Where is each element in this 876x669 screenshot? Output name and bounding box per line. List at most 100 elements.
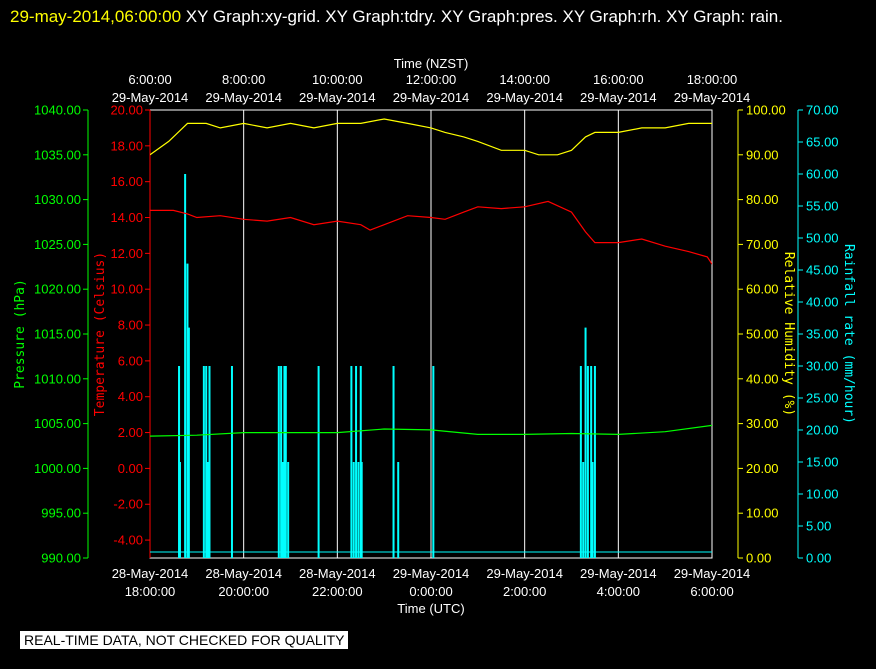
temperature-tick-label: 18.00 bbox=[110, 138, 143, 153]
humidity-tick-label: 40.00 bbox=[746, 371, 779, 386]
rain-tick-label: 65.00 bbox=[806, 135, 839, 150]
rain-bar bbox=[360, 462, 363, 558]
rain-bar bbox=[277, 366, 280, 558]
rain-bar bbox=[432, 366, 435, 558]
humidity-axis-title: Relative Humidity (%) bbox=[781, 252, 796, 416]
rain-bar bbox=[284, 366, 287, 558]
humidity-tick-label: 20.00 bbox=[746, 461, 779, 476]
top-tick-date: 29-May-2014 bbox=[486, 90, 563, 105]
humidity-tick-label: 50.00 bbox=[746, 327, 779, 342]
quality-notice: REAL-TIME DATA, NOT CHECKED FOR QUALITY bbox=[20, 631, 349, 649]
bottom-tick-time: 22:00:00 bbox=[312, 584, 363, 599]
rain-tick-label: 25.00 bbox=[806, 391, 839, 406]
pressure-tick-label: 990.00 bbox=[41, 551, 81, 566]
bottom-tick-time: 20:00:00 bbox=[218, 584, 269, 599]
rain-tick-label: 15.00 bbox=[806, 455, 839, 470]
top-tick-date: 29-May-2014 bbox=[580, 90, 657, 105]
bottom-tick-time: 0:00:00 bbox=[409, 584, 452, 599]
rain-tick-label: 45.00 bbox=[806, 263, 839, 278]
rain-bar bbox=[584, 327, 587, 558]
pressure-tick-label: 995.00 bbox=[41, 506, 81, 521]
pressure-tick-label: 1000.00 bbox=[34, 461, 81, 476]
humidity-tick-label: 30.00 bbox=[746, 416, 779, 431]
humidity-tick-label: 60.00 bbox=[746, 282, 779, 297]
humidity-tick-label: 0.00 bbox=[746, 551, 771, 566]
top-tick-time: 14:00:00 bbox=[499, 72, 550, 87]
rain-tick-label: 50.00 bbox=[806, 231, 839, 246]
top-tick-date: 29-May-2014 bbox=[393, 90, 470, 105]
humidity-tick-label: 90.00 bbox=[746, 147, 779, 162]
top-tick-date: 29-May-2014 bbox=[112, 90, 189, 105]
temperature-tick-label: 0.00 bbox=[118, 461, 143, 476]
temperature-series-line bbox=[150, 200, 712, 265]
rain-bar bbox=[186, 263, 189, 558]
temperature-tick-label: 14.00 bbox=[110, 210, 143, 225]
rain-bar bbox=[579, 366, 582, 558]
humidity-tick-label: 100.00 bbox=[746, 103, 786, 118]
rain-bar bbox=[281, 462, 284, 558]
rain-bar bbox=[350, 366, 353, 558]
bottom-tick-time: 18:00:00 bbox=[125, 584, 176, 599]
rain-tick-label: 5.00 bbox=[806, 519, 831, 534]
chart-title: 29-may-2014,06:00:00 XY Graph:xy-grid. X… bbox=[10, 4, 870, 29]
rain-bar bbox=[591, 462, 594, 558]
top-tick-time: 6:00:00 bbox=[128, 72, 171, 87]
rain-bar bbox=[287, 462, 290, 558]
rain-bar bbox=[586, 366, 589, 558]
pressure-tick-label: 1015.00 bbox=[34, 327, 81, 342]
temperature-tick-label: 2.00 bbox=[118, 425, 143, 440]
pressure-tick-label: 1025.00 bbox=[34, 237, 81, 252]
pressure-tick-label: 1035.00 bbox=[34, 147, 81, 162]
bottom-tick-time: 4:00:00 bbox=[597, 584, 640, 599]
pressure-tick-label: 1030.00 bbox=[34, 192, 81, 207]
humidity-series-line bbox=[150, 118, 712, 156]
rain-bar bbox=[590, 366, 593, 558]
bottom-tick-date: 29-May-2014 bbox=[580, 566, 657, 581]
rain-bar bbox=[392, 366, 395, 558]
pressure-tick-label: 1005.00 bbox=[34, 416, 81, 431]
rain-tick-label: 20.00 bbox=[806, 423, 839, 438]
title-timestamp: 29-may-2014,06:00:00 bbox=[10, 7, 182, 26]
rain-bar bbox=[178, 462, 181, 558]
rain-tick-label: 30.00 bbox=[806, 359, 839, 374]
rain-bar bbox=[184, 174, 187, 558]
rain-bar bbox=[355, 366, 358, 558]
rain-bar bbox=[202, 366, 205, 558]
top-tick-date: 29-May-2014 bbox=[205, 90, 282, 105]
pressure-tick-label: 1010.00 bbox=[34, 371, 81, 386]
rain-bar bbox=[593, 366, 596, 558]
bottom-tick-date: 28-May-2014 bbox=[205, 566, 282, 581]
temperature-tick-label: 4.00 bbox=[118, 389, 143, 404]
rain-bar bbox=[206, 462, 209, 558]
bottom-tick-time: 2:00:00 bbox=[503, 584, 546, 599]
rain-bar bbox=[230, 366, 233, 558]
rain-bar bbox=[352, 462, 355, 558]
temperature-tick-label: -4.00 bbox=[113, 533, 143, 548]
rain-bar bbox=[280, 366, 283, 558]
rain-axis-title: Rainfall rate (mm/hour) bbox=[841, 244, 856, 424]
rain-tick-label: 35.00 bbox=[806, 327, 839, 342]
rain-tick-label: 0.00 bbox=[806, 551, 831, 566]
rain-bar bbox=[187, 327, 190, 558]
bottom-axis-title: Time (UTC) bbox=[397, 601, 464, 616]
rain-bar bbox=[582, 462, 585, 558]
rain-bar bbox=[317, 366, 320, 558]
top-tick-time: 12:00:00 bbox=[406, 72, 457, 87]
humidity-tick-label: 70.00 bbox=[746, 237, 779, 252]
temperature-tick-label: 10.00 bbox=[110, 282, 143, 297]
humidity-tick-label: 10.00 bbox=[746, 506, 779, 521]
bottom-tick-date: 29-May-2014 bbox=[393, 566, 470, 581]
rain-bar bbox=[205, 366, 208, 558]
temperature-tick-label: 6.00 bbox=[118, 353, 143, 368]
bottom-tick-time: 6:00:00 bbox=[690, 584, 733, 599]
top-tick-time: 16:00:00 bbox=[593, 72, 644, 87]
title-text: XY Graph:xy-grid. XY Graph:tdry. XY Grap… bbox=[181, 7, 783, 26]
rain-bar bbox=[283, 366, 286, 558]
rain-tick-label: 10.00 bbox=[806, 487, 839, 502]
top-tick-date: 29-May-2014 bbox=[299, 90, 376, 105]
top-tick-time: 18:00:00 bbox=[687, 72, 738, 87]
rain-bar bbox=[357, 462, 360, 558]
humidity-tick-label: 80.00 bbox=[746, 192, 779, 207]
bottom-tick-date: 28-May-2014 bbox=[112, 566, 189, 581]
